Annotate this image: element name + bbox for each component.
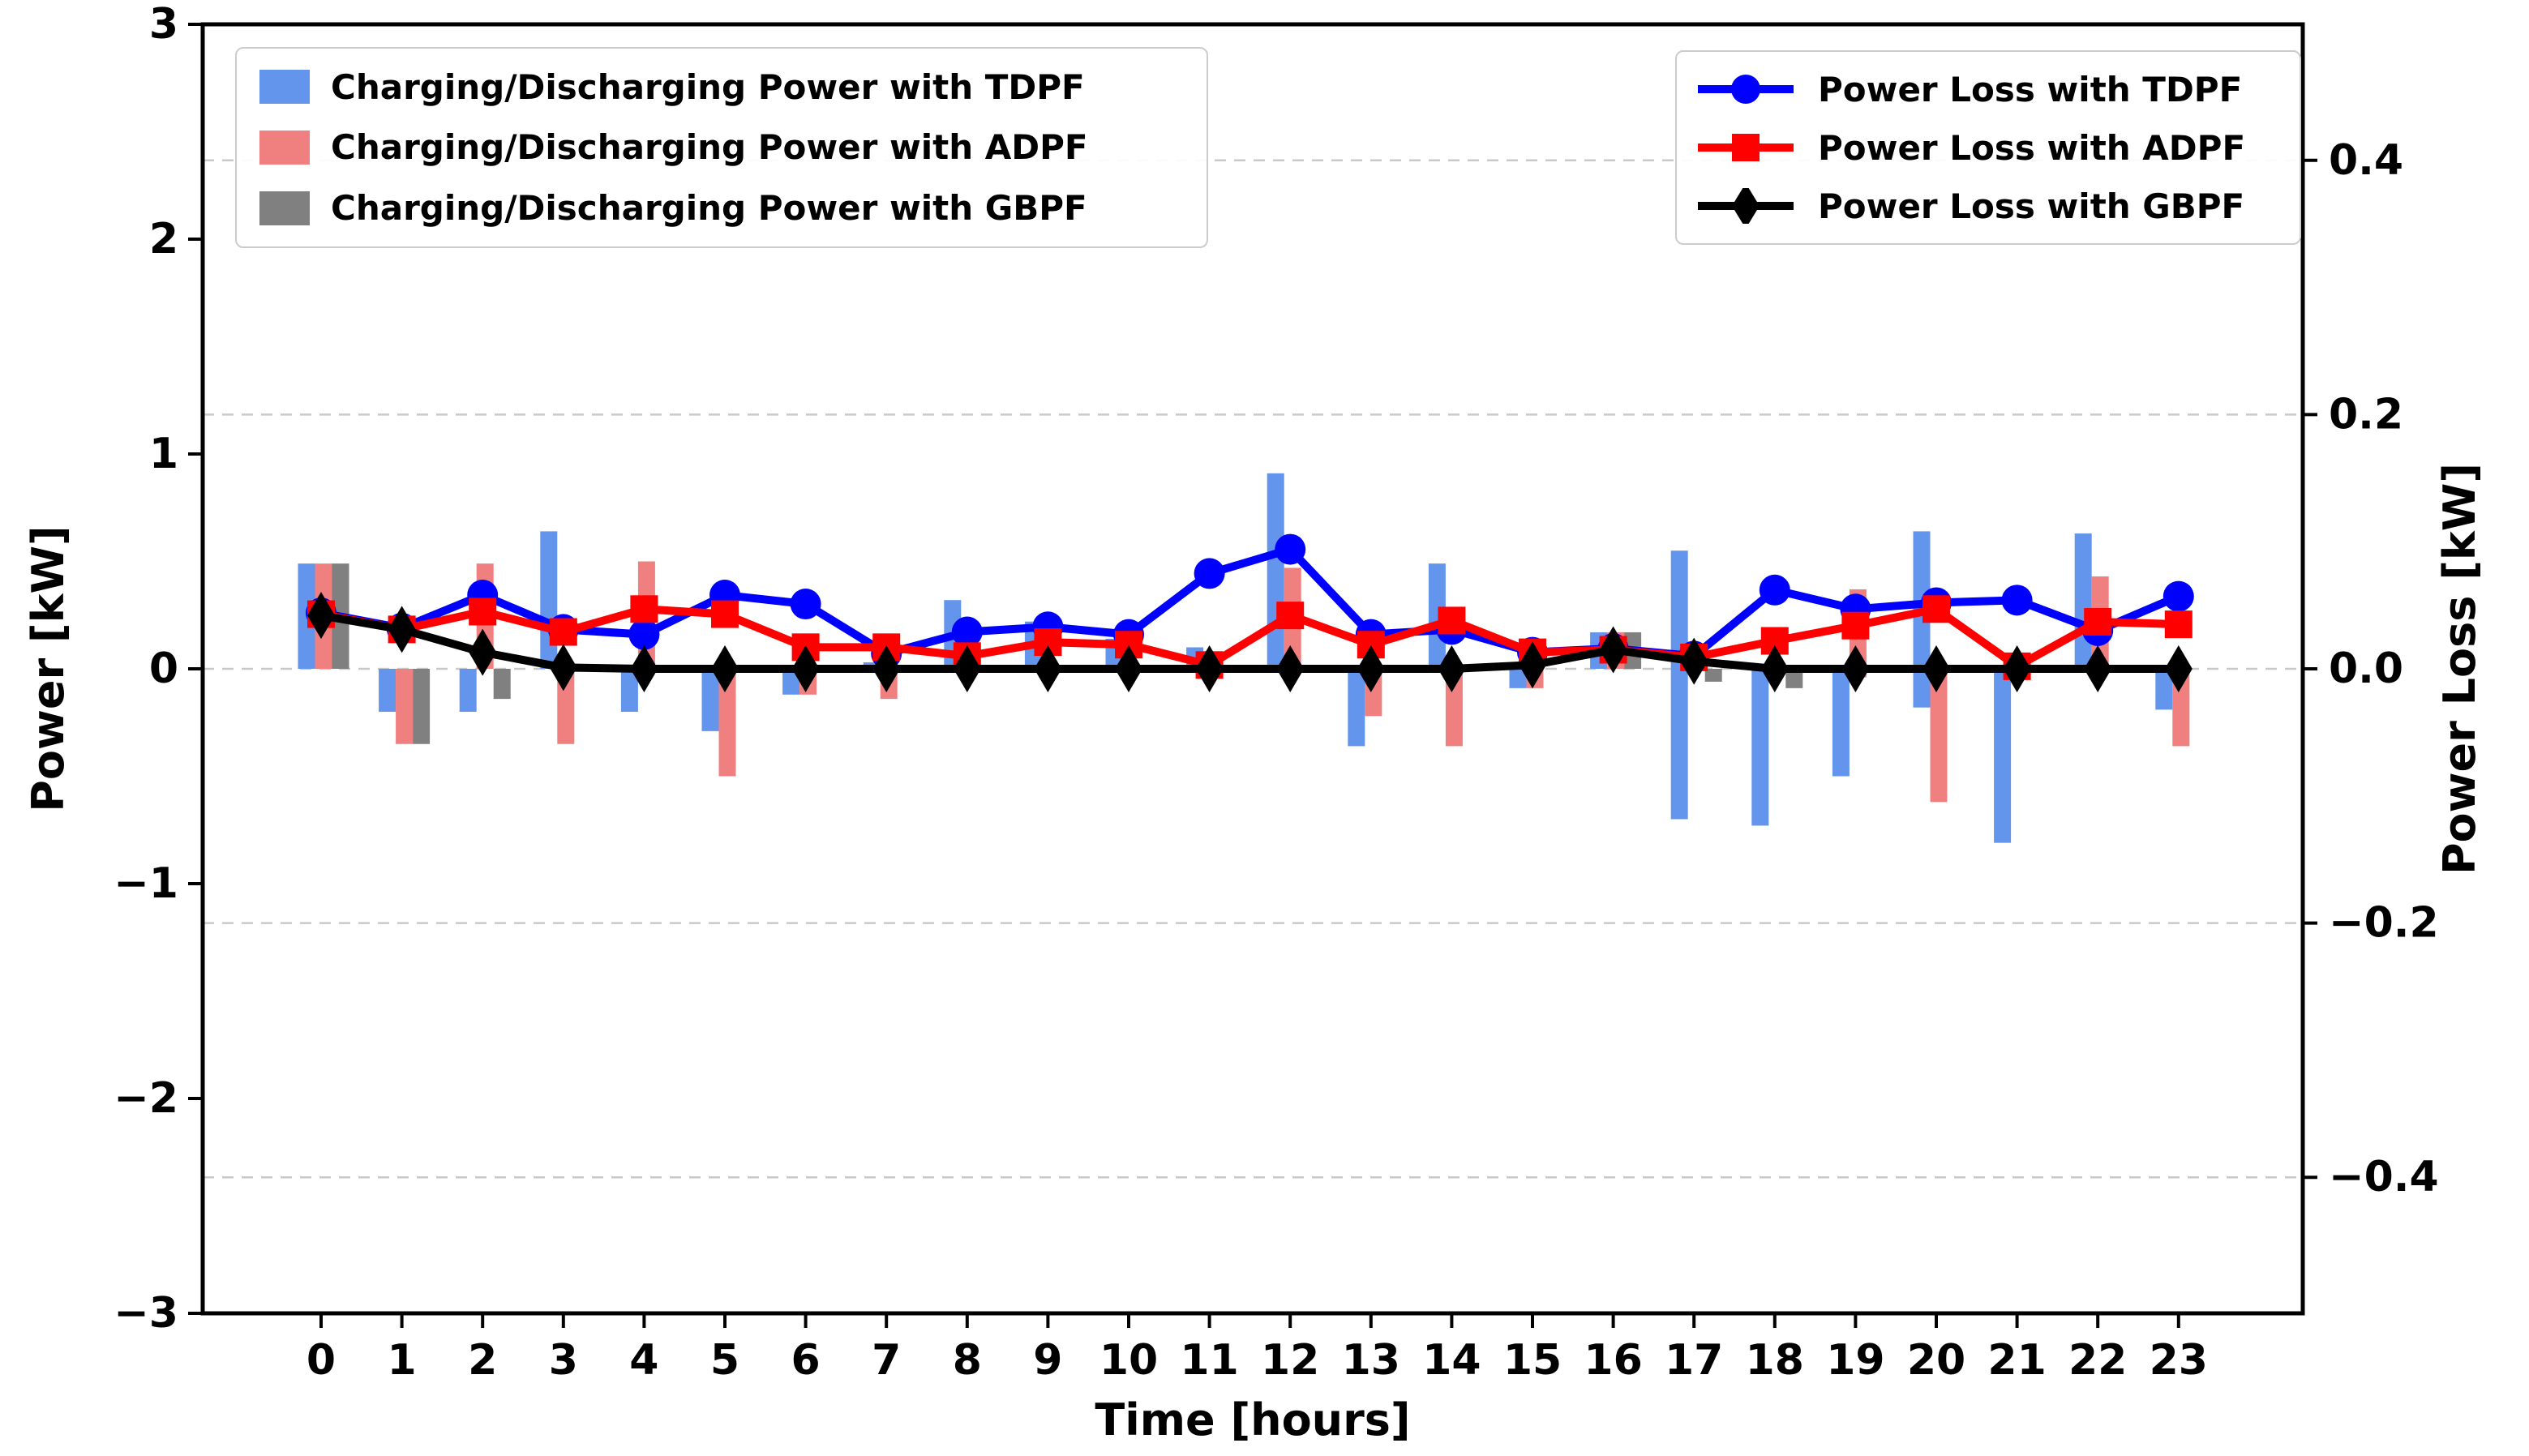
line-marker-diamond-icon [1698,188,1794,224]
tick-label: 2 [468,1336,497,1385]
tick-label: 0 [306,1336,336,1385]
tick-label: 11 [1180,1336,1238,1385]
tick-label: 16 [1584,1336,1642,1385]
bar [1994,669,2012,843]
bar [718,669,736,777]
bar [459,669,477,712]
tick-label: 21 [1987,1336,2046,1385]
tick-label: 0.2 [2329,390,2403,439]
bar [2155,669,2173,710]
bar [493,669,511,700]
line-marker-circle-icon [1698,75,1794,104]
legend-label: Charging/Discharging Power with TDPF [331,66,1085,107]
tick-label: 19 [1826,1336,1884,1385]
bar [620,669,638,712]
legend-label: Power Loss with ADPF [1818,127,2246,168]
bar [413,669,431,744]
x-axis-title: Time [hours] [1095,1394,1410,1445]
bar [2074,533,2092,669]
legend-item-tdpf-line: Power Loss with TDPF [1695,70,2287,109]
legend-label: Charging/Discharging Power with ADPF [331,127,1088,168]
legend-item-adpf-line: Power Loss with ADPF [1695,128,2287,168]
bar-swatch-tdpf-icon [259,70,310,105]
bars-tdpf [298,473,2173,843]
legend-item-gbpf-line: Power Loss with GBPF [1695,186,2287,226]
bar [1930,669,1948,803]
bar [1348,669,1365,747]
tick-label: 23 [2150,1336,2208,1385]
bar [1428,563,1446,669]
tick-label: 13 [1342,1336,1400,1385]
tick-label: 1 [388,1336,417,1385]
bar-swatch-adpf-icon [259,130,310,165]
tick-label: 6 [791,1336,821,1385]
bar [701,669,719,731]
tick-label: −1 [114,859,178,908]
legend-line-series: Power Loss with TDPF Power Loss with ADP… [1675,50,2301,245]
legend-item-adpf-bars: Charging/Discharging Power with ADPF [259,127,1190,167]
bar [396,669,414,744]
tick-label: −2 [114,1074,178,1123]
tick-label: 8 [953,1336,982,1385]
tick-label: 17 [1665,1336,1723,1385]
bar [1751,669,1769,826]
tick-label: 7 [872,1336,901,1385]
legend-label: Power Loss with TDPF [1818,69,2243,109]
tick-label: 10 [1099,1336,1158,1385]
tick-label: −3 [114,1289,178,1338]
powerloss-line-gbpf [307,592,2193,692]
bar [782,669,800,695]
bar [379,669,396,712]
tick-label: 15 [1503,1336,1562,1385]
bar [1832,669,1850,777]
legend-bar-series: Charging/Discharging Power with TDPF Cha… [235,47,1208,248]
tick-label: 3 [549,1336,578,1385]
right-axis-title: Power Loss [kW] [2434,463,2485,875]
bar [1509,669,1527,688]
tick-label: 0 [149,644,178,693]
tick-label: −0.2 [2329,899,2439,948]
tick-label: 0.0 [2329,644,2403,693]
tick-label: 22 [2068,1336,2127,1385]
legend-label: Power Loss with GBPF [1818,186,2245,226]
tick-label: 2 [149,215,178,263]
line-marker-square-icon [1698,134,1794,161]
axis-titles: Power [kW] Power Loss [kW] Time [hours] [23,463,2485,1445]
bar-swatch-gbpf-icon [259,191,310,225]
tick-label: 0.4 [2329,136,2403,185]
tick-label: 5 [710,1336,739,1385]
legend-item-gbpf-bars: Charging/Discharging Power with GBPF [259,188,1190,228]
powerloss-line-tdpf [306,533,2194,672]
legend-label: Charging/Discharging Power with GBPF [331,188,1087,229]
left-axis-title: Power [kW] [23,525,74,812]
bar [540,531,558,669]
legend-item-tdpf-bars: Charging/Discharging Power with TDPF [259,67,1190,107]
bar [1267,473,1284,669]
bar [1670,550,1688,820]
tick-label: −0.4 [2329,1153,2439,1201]
tick-label: 1 [149,430,178,478]
tick-label: 20 [1907,1336,1965,1385]
bars-adpf [315,561,2190,803]
bar [1704,669,1722,682]
tick-label: 18 [1746,1336,1804,1385]
tick-label: 4 [629,1336,658,1385]
tick-label: 3 [149,0,178,49]
tick-label: 12 [1261,1336,1319,1385]
bar [1785,669,1803,688]
line-path [320,605,2179,670]
tick-label: 14 [1422,1336,1481,1385]
tick-label: 9 [1033,1336,1062,1385]
